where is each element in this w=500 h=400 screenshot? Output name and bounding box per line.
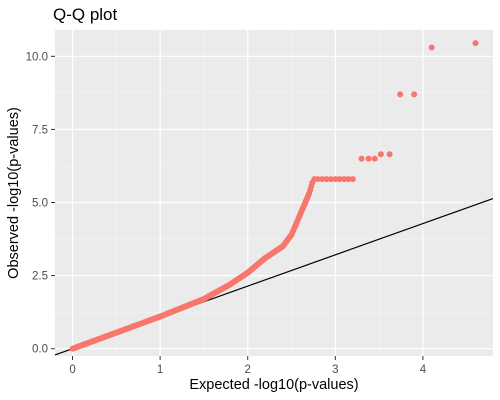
x-tick-label: 1	[157, 364, 163, 376]
axis-ticks: 0 1 2 3 4 0.0 2.5 5.0 7.5 10.0	[26, 51, 427, 376]
y-axis-title: Observed -log10(p-values)	[6, 107, 22, 279]
data-point	[472, 40, 479, 47]
data-point	[358, 155, 365, 162]
data-point	[319, 176, 326, 183]
x-tick-label: 2	[245, 364, 251, 376]
y-tick-label: 7.5	[32, 124, 48, 136]
data-point	[323, 176, 330, 183]
data-point	[428, 44, 435, 51]
data-point	[314, 176, 321, 183]
x-tick-label: 0	[69, 364, 75, 376]
data-point	[332, 176, 339, 183]
data-point	[327, 176, 334, 183]
plot-panel	[55, 30, 493, 356]
data-point	[377, 151, 384, 158]
data-points	[69, 40, 479, 352]
data-point	[386, 151, 393, 158]
y-tick-label: 0.0	[32, 344, 48, 356]
x-tick-label: 3	[332, 364, 338, 376]
data-point	[341, 176, 348, 183]
data-point	[365, 155, 372, 162]
y-tick-label: 2.5	[32, 271, 48, 283]
grid-lines	[55, 30, 493, 356]
data-point	[349, 176, 356, 183]
chart-title: Q-Q plot	[53, 5, 118, 24]
data-point	[336, 176, 343, 183]
x-axis-title: Expected -log10(p-values)	[189, 377, 358, 393]
x-tick-label: 4	[420, 364, 427, 376]
data-point	[345, 176, 352, 183]
data-point	[411, 91, 418, 98]
y-tick-label: 10.0	[26, 51, 48, 63]
y-tick-label: 5.0	[32, 198, 48, 210]
data-point	[397, 91, 404, 98]
data-point	[371, 155, 378, 162]
